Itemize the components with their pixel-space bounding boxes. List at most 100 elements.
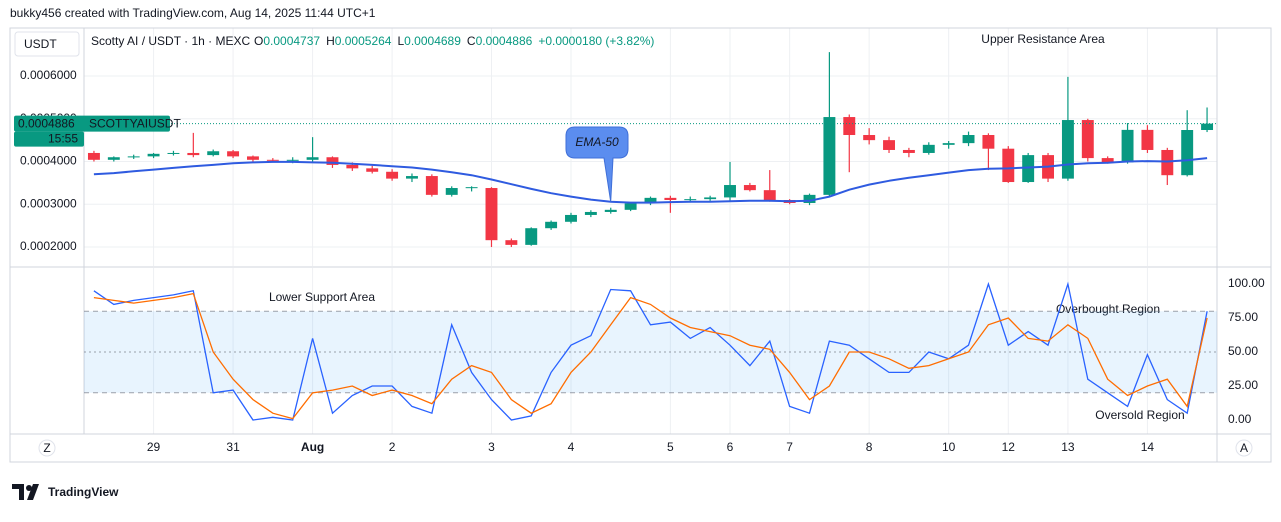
logo-icon (12, 484, 39, 500)
candle-body (1181, 130, 1194, 176)
candle-body (207, 151, 220, 156)
candle-body (863, 135, 876, 141)
candle-body (1201, 123, 1214, 131)
candle-body (326, 157, 339, 165)
annotation: Oversold Region (1095, 408, 1184, 422)
symbol-info: Scotty AI / USDT · 1h · MEXC (91, 34, 250, 48)
currency-label[interactable]: USDT (24, 37, 57, 51)
y2-tick-label: 75.00 (1228, 310, 1258, 324)
logo-text: TradingView (48, 485, 119, 499)
candle-body (187, 152, 200, 156)
chart-frame (9, 27, 1272, 463)
candle-body (1141, 129, 1154, 150)
scale-button-label[interactable]: A (1240, 441, 1248, 455)
price-tag-countdown: 15:55 (48, 131, 78, 145)
legend-value: 0.0005264 (335, 34, 392, 48)
candle-body (525, 228, 538, 245)
candle-body (465, 187, 478, 189)
candle-body (306, 157, 319, 160)
candle-body (823, 117, 836, 195)
candle-body (1022, 155, 1035, 183)
candle-body (386, 171, 399, 179)
y-tick-label: 0.0004000 (20, 154, 77, 168)
legend-value: 0.0004737 (263, 34, 320, 48)
footer-logo: TradingView (12, 484, 119, 500)
candle-body (445, 188, 458, 195)
candle-body (127, 156, 140, 158)
x-tick-label: 3 (488, 440, 495, 454)
candle-body (406, 176, 418, 179)
callout-label: EMA-50 (575, 135, 619, 149)
price-tag-value: 0.0004886 (18, 116, 75, 130)
x-tick-label: 13 (1061, 440, 1075, 454)
candle-body (227, 151, 240, 157)
header: bukky456 created with TradingView.com, A… (10, 6, 376, 20)
price-tag-symbol: SCOTTYAIUSDT (89, 116, 181, 130)
candle-body (922, 144, 935, 153)
x-tick-label: 14 (1141, 440, 1155, 454)
candle-body (763, 190, 776, 200)
y2-tick-label: 25.00 (1228, 378, 1258, 392)
candle-body (1101, 158, 1114, 163)
candle-body (1002, 148, 1015, 183)
x-tick-label: 4 (568, 440, 575, 454)
candle-body (644, 197, 657, 204)
candle-body (485, 188, 498, 241)
scale-button-label[interactable]: Z (43, 441, 50, 455)
y2-tick-label: 50.00 (1228, 344, 1258, 358)
y2-tick-label: 0.00 (1228, 412, 1252, 426)
x-tick-label: 10 (942, 440, 956, 454)
candle-body (87, 152, 100, 160)
candle-body (584, 211, 597, 215)
x-tick-label: 29 (147, 440, 161, 454)
candle-body (346, 164, 359, 169)
legend-value: 0.0004689 (404, 34, 461, 48)
price-tag-timer (14, 131, 84, 147)
candle-body (962, 135, 975, 144)
candle-body (266, 159, 279, 161)
candle-body (624, 203, 637, 210)
candle-body (1081, 120, 1094, 159)
candle-body (286, 159, 299, 161)
ema-line (93, 157, 1208, 204)
candle-body (982, 135, 995, 149)
price-tag (14, 115, 170, 132)
candle-body (743, 185, 756, 191)
legend-values: O0.0004737 H0.0005264 L0.0004689 C0.0004886… (254, 34, 654, 48)
scale-button[interactable] (38, 439, 56, 457)
x-tick-label: 2 (389, 440, 396, 454)
candle-body (704, 197, 717, 200)
candle-body (902, 149, 915, 153)
candle-body (724, 185, 736, 198)
candle-body (107, 157, 120, 160)
x-tick-label: 5 (667, 440, 674, 454)
annotation: Overbought Region (1056, 302, 1160, 316)
candle-body (545, 221, 558, 229)
x-tick-label: 6 (727, 440, 734, 454)
candle-body (843, 117, 856, 136)
candle-body (366, 168, 379, 172)
candle-body (664, 197, 677, 200)
y-tick-label: 0.0003000 (20, 196, 77, 210)
legend-ohlc: O0.0004737 H0.0005264 L0.0004689 C0.0004886… (254, 34, 654, 48)
y-tick-label: 0.0006000 (20, 68, 77, 82)
candle-body (1161, 149, 1174, 176)
scale-button[interactable] (1235, 439, 1253, 457)
stoch-line (93, 281, 1208, 421)
legend-value: 0.0004886 (476, 34, 533, 48)
currency-button[interactable] (14, 31, 80, 57)
candle-body (684, 199, 697, 201)
logo-dot (26, 485, 32, 491)
candle-body (942, 143, 955, 145)
candle-body (147, 153, 160, 157)
candle-body (1061, 120, 1074, 179)
stoch-line (93, 292, 1208, 420)
annotation: Upper Resistance Area (981, 32, 1105, 46)
x-tick-label: 8 (866, 440, 873, 454)
legend-key: H (326, 34, 335, 48)
candle-body (425, 176, 438, 195)
legend-key: L (397, 34, 404, 48)
